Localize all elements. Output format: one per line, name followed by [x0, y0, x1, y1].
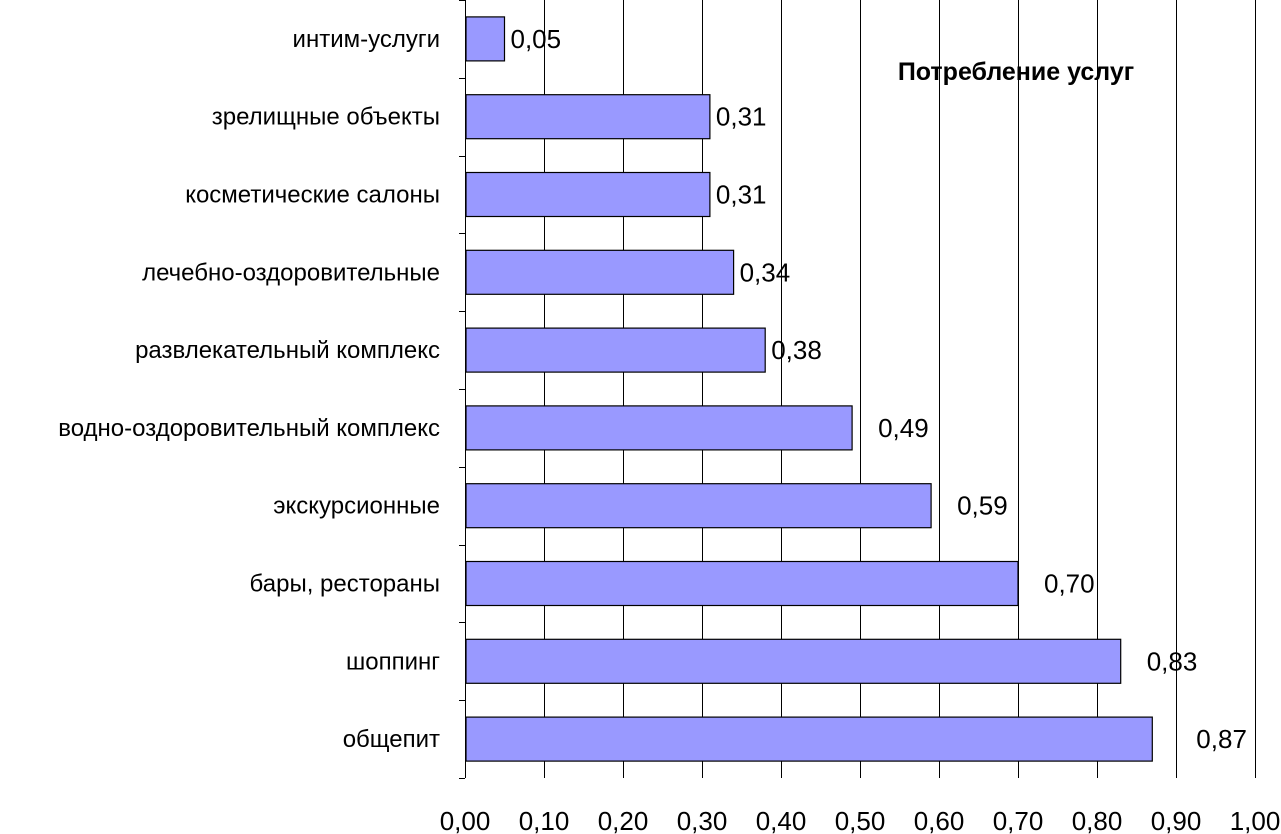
category-label: шоппинг — [346, 648, 440, 675]
x-tick-label: 0,40 — [756, 806, 807, 834]
data-label: 0,31 — [716, 102, 767, 132]
x-tick-label: 1,00 — [1230, 806, 1281, 834]
axes — [459, 0, 466, 779]
data-label: 0,87 — [1196, 724, 1247, 754]
bar — [465, 94, 711, 140]
category-label: бары, рестораны — [250, 571, 440, 598]
category-label: общепит — [343, 726, 440, 753]
x-tick-label: 0,60 — [914, 806, 965, 834]
category-label: экскурсионные — [273, 493, 440, 520]
category-label: водно-оздоровительный комплекс — [58, 415, 440, 442]
bar — [465, 405, 853, 451]
category-label: интим-услуги — [293, 26, 440, 53]
bar — [465, 560, 1019, 607]
x-tick-label: 0,00 — [440, 806, 491, 834]
data-label: 0,05 — [511, 24, 562, 54]
bar — [465, 483, 932, 529]
category-label: косметические салоны — [185, 182, 440, 209]
data-label: 0,38 — [771, 335, 822, 365]
chart-title: Потребление услуг — [898, 58, 1134, 86]
bar — [465, 249, 735, 295]
x-tick-label: 0,50 — [835, 806, 886, 834]
x-tick-label: 0,70 — [993, 806, 1044, 834]
bar — [465, 16, 506, 62]
x-tick-label: 0,90 — [1151, 806, 1202, 834]
bar — [465, 716, 1153, 762]
bar — [465, 171, 711, 218]
data-label: 0,83 — [1147, 646, 1198, 676]
data-label: 0,70 — [1044, 569, 1095, 599]
x-tick-label: 0,30 — [677, 806, 728, 834]
data-label: 0,59 — [957, 491, 1008, 521]
data-label: 0,31 — [716, 180, 767, 210]
data-label: 0,34 — [740, 257, 791, 287]
x-tick-label: 0,10 — [519, 806, 570, 834]
bar — [465, 638, 1122, 684]
x-tick-label: 0,20 — [598, 806, 649, 834]
bar — [465, 327, 766, 373]
category-label: зрелищные объекты — [212, 104, 440, 131]
labels: 0,00 0,10 0,20 0,30 0,40 0,50 0,60 0,70 0,80 0,90… — [58, 24, 1280, 834]
x-tick-label: 0,80 — [1072, 806, 1123, 834]
bars — [465, 16, 1153, 762]
data-label: 0,49 — [878, 413, 929, 443]
category-label: развлекательный комплекс — [135, 337, 440, 364]
category-label: лечебно-оздоровительные — [142, 259, 440, 286]
